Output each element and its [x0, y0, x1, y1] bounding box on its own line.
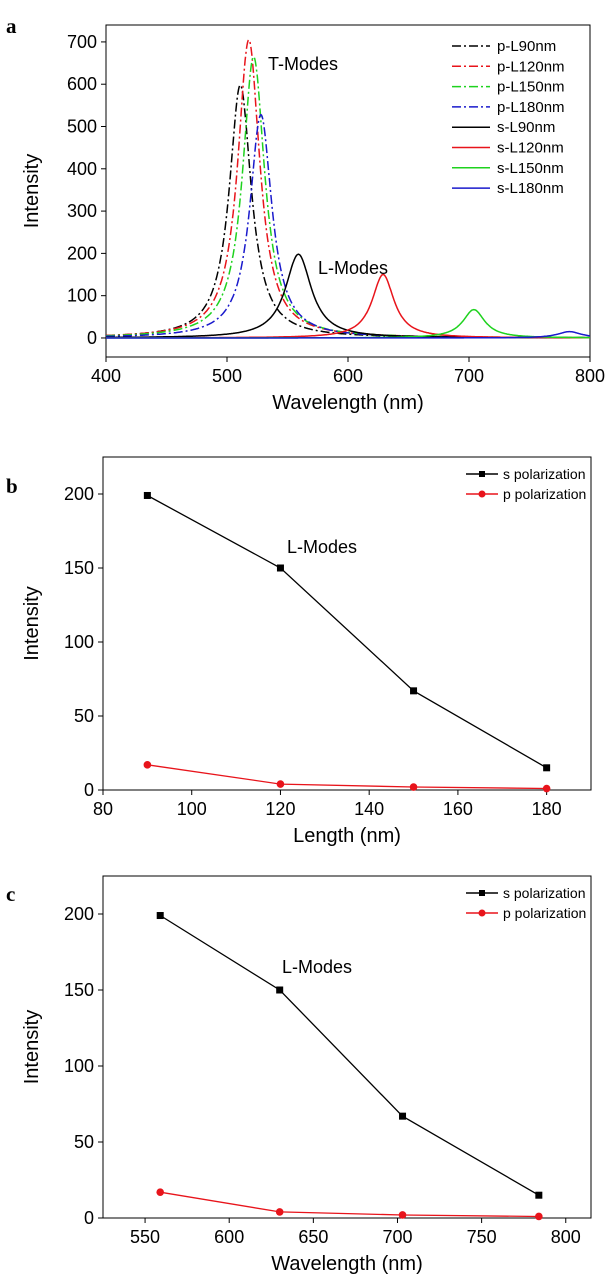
legend-label-p-polarization: p polarization	[503, 905, 586, 921]
annotation-l-modes-c: L-Modes	[282, 957, 352, 977]
x-tick-label: 600	[333, 366, 363, 386]
series-line-s-polarization	[159, 914, 540, 1196]
x-tick-label: 500	[212, 366, 242, 386]
x-tick-label: 700	[454, 366, 484, 386]
legend-marker-s-polarization	[479, 890, 485, 896]
plot-frame-b	[102, 456, 592, 791]
legend-marker-p-polarization	[478, 909, 486, 917]
legend-label-s-l180nm: s-L180nm	[497, 180, 564, 197]
panel-c: c 550 600 650 700 750 800 0 50 100 150 200 s polar…	[6, 875, 592, 1275]
y-tick-label: 150	[64, 558, 94, 578]
x-tick-label: 700	[382, 1227, 412, 1247]
x-tick-label: 400	[91, 366, 121, 386]
panel-label-b: b	[6, 474, 18, 498]
data-point-p-polarization	[398, 1211, 407, 1219]
data-point-s-polarization	[410, 687, 418, 695]
y-tick-label: 500	[67, 117, 97, 137]
y-axis-label-a: Intensity	[21, 154, 43, 228]
y-axis-label-c: Intensity	[21, 1010, 43, 1084]
y-tick-label: 400	[67, 159, 97, 179]
plot-frame-c	[102, 875, 592, 1219]
data-point-s-polarization	[543, 764, 551, 772]
data-point-p-polarization	[143, 761, 152, 769]
data-point-p-polarization	[275, 1208, 284, 1216]
legend-marker-s-polarization	[479, 471, 485, 477]
series-line-p-l180nm	[106, 113, 590, 339]
data-point-p-polarization	[542, 784, 551, 793]
series-line-p-polarization	[147, 764, 547, 790]
x-tick-label: 140	[354, 799, 384, 819]
y-axis-label-b: Intensity	[21, 586, 43, 660]
data-point-s-polarization	[276, 986, 284, 994]
data-point-s-polarization	[535, 1191, 543, 1199]
x-tick-label: 800	[575, 366, 605, 386]
legend-label-s-polarization: s polarization	[503, 885, 586, 901]
annotation-l-modes-b: L-Modes	[287, 537, 357, 557]
y-tick-label: 300	[67, 201, 97, 221]
x-axis-label-a: Wavelength (nm)	[272, 392, 424, 414]
y-tick-label: 200	[64, 484, 94, 504]
x-tick-label: 180	[532, 799, 562, 819]
y-tick-label: 100	[64, 1056, 94, 1076]
legend-b: s polarization p polarization	[466, 466, 586, 502]
data-point-p-polarization	[535, 1212, 543, 1221]
y-tick-label: 200	[67, 243, 97, 263]
y-tick-label: 100	[64, 632, 94, 652]
y-tick-label: 50	[74, 706, 94, 726]
legend-label-p-l90nm: p-L90nm	[497, 38, 556, 55]
y-tick-label: 200	[64, 904, 94, 924]
legend-label-p-l120nm: p-L120nm	[497, 58, 565, 75]
data-point-s-polarization	[276, 564, 284, 572]
y-tick-label: 100	[67, 286, 97, 306]
x-tick-label: 750	[467, 1227, 497, 1247]
y-tick-label: 0	[84, 1208, 94, 1228]
series-line-s-l150nm	[106, 308, 590, 339]
y-tick-label: 700	[67, 32, 97, 52]
x-tick-label: 80	[93, 799, 113, 819]
series-line-s-polarization	[147, 494, 547, 769]
data-point-s-polarization	[143, 491, 151, 499]
legend-label-p-l150nm: p-L150nm	[497, 79, 565, 96]
panel-label-a: a	[6, 14, 17, 38]
data-point-p-polarization	[156, 1188, 165, 1196]
y-tick-label: 150	[64, 980, 94, 1000]
series-line-p-polarization	[160, 1191, 539, 1218]
x-axis-label-c: Wavelength (nm)	[271, 1253, 423, 1275]
x-tick-label: 650	[298, 1227, 328, 1247]
legend-marker-p-polarization	[478, 490, 486, 498]
legend-label-p-polarization: p polarization	[503, 486, 586, 502]
legend-label-s-polarization: s polarization	[503, 466, 586, 482]
y-tick-label: 0	[84, 780, 94, 800]
legend-label-s-l90nm: s-L90nm	[497, 119, 555, 136]
data-point-p-polarization	[409, 783, 418, 791]
y-tick-label: 50	[74, 1132, 94, 1152]
legend-c: s polarization p polarization	[466, 885, 586, 921]
panel-a: a 400 500 600 700 8000100200300400500600700 …	[6, 14, 605, 414]
x-tick-label: 160	[443, 799, 473, 819]
data-point-s-polarization	[156, 912, 164, 920]
x-tick-label: 600	[214, 1227, 244, 1247]
panel-label-c: c	[6, 882, 15, 906]
y-tick-label: 600	[67, 74, 97, 94]
legend-label-p-l180nm: p-L180nm	[497, 99, 565, 116]
x-tick-label: 120	[265, 799, 295, 819]
x-tick-label: 800	[551, 1227, 581, 1247]
annotation-t-modes: T-Modes	[268, 54, 338, 74]
series-line-s-l180nm	[106, 330, 590, 339]
data-point-s-polarization	[399, 1112, 407, 1120]
x-tick-label: 100	[177, 799, 207, 819]
y-tick-label: 0	[87, 328, 97, 348]
legend-a: p-L90nm p-L120nm p-L150nm p-L180nm s-L90nm s-…	[452, 38, 565, 197]
legend-label-s-l120nm: s-L120nm	[497, 140, 564, 157]
panel-b: b 80 100 120 140 160 180 0 50 100 150 200 s polari…	[6, 456, 592, 847]
data-point-p-polarization	[276, 780, 285, 788]
x-axis-label-b: Length (nm)	[293, 825, 401, 847]
legend-label-s-l150nm: s-L150nm	[497, 160, 564, 177]
x-tick-label: 550	[130, 1227, 160, 1247]
annotation-l-modes-a: L-Modes	[318, 258, 388, 278]
